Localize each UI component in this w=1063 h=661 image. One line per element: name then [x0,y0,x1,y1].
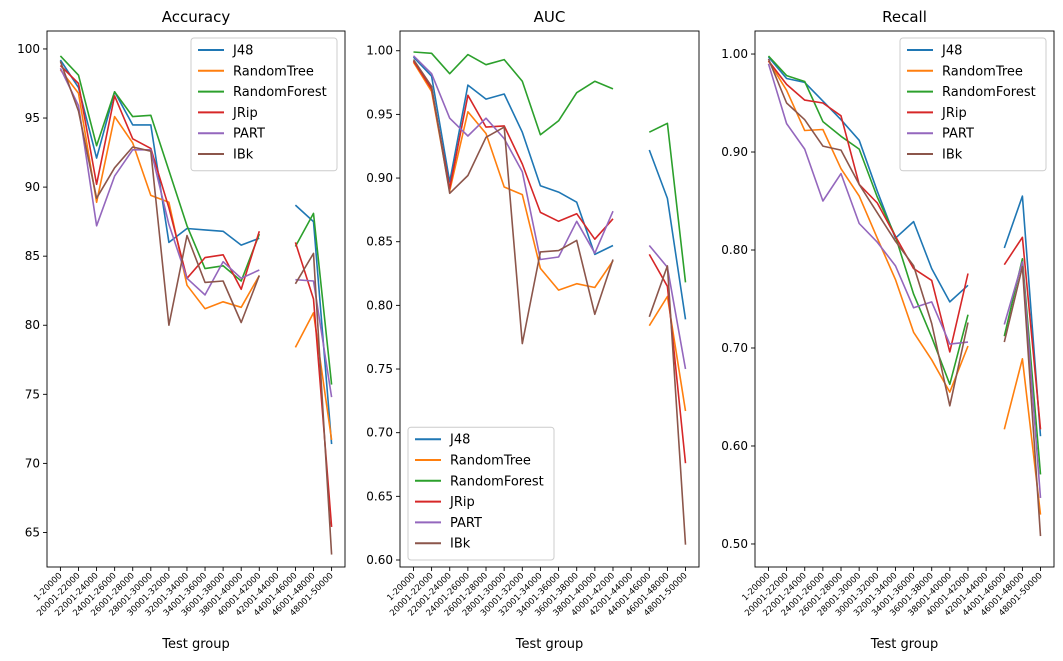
series-line-ibk [59,61,333,555]
y-tick-label: 95 [25,111,40,125]
legend-entry: JRip [232,106,258,121]
legend-entry: PART [450,516,482,531]
plot-frame [46,30,346,568]
y-tick-label: 0.80 [721,243,748,257]
legend-entry: J48 [941,44,962,59]
y-tick-label: 0.80 [366,298,393,312]
y-tick-label: 0.65 [366,489,393,503]
y-tick-label: 0.75 [366,362,393,376]
series-line-ibk [767,58,1042,537]
y-tick-label: 0.90 [721,145,748,159]
x-axis-label: Test group [515,637,584,652]
legend-entry: J48 [232,44,253,59]
plot-frame [754,30,1055,568]
y-tick-label: 0.70 [721,341,748,355]
x-axis-label: Test group [161,637,230,652]
legend-entry: JRip [941,106,967,121]
series-line-j48 [59,59,333,445]
legend-entry: RandomTree [233,64,314,79]
series-line-randomforest [413,51,687,283]
legend-entry: J48 [449,433,470,448]
y-tick-label: 65 [25,525,40,539]
series-line-randomforest [59,55,333,385]
y-tick-label: 90 [25,180,40,194]
series-line-randomforest [767,55,1042,475]
y-tick-label: 100 [17,42,40,56]
y-tick-label: 0.95 [366,107,393,121]
series-line-j48 [412,56,687,320]
y-tick-label: 0.90 [366,171,393,185]
series-line-jrip [767,60,1042,430]
legend-frame [899,37,1047,172]
accuracy-panel: Accuracy Test group 657075808590951001-2… [17,8,346,652]
series-line-jrip [412,60,687,464]
legend-entry: PART [233,127,265,142]
panel-title: Accuracy [162,8,231,26]
y-tick-label: 1.00 [366,44,393,58]
legend-entry: RandomForest [942,85,1036,100]
series-line-j48 [767,56,1042,437]
series-line-part [412,55,687,370]
panel-title: Recall [882,8,927,26]
legend-entry: RandomForest [450,474,544,489]
recall-panel: Recall Test group 0.50 0.60 0.70 0.80 0.90 1.… [721,8,1055,652]
legend-entry: RandomTree [942,64,1023,79]
y-tick-label: 0.50 [721,537,748,551]
y-tick-label: 70 [25,456,40,470]
y-tick-label: 0.60 [721,439,748,453]
y-tick-label: 1.00 [721,47,748,61]
y-tick-label: 0.60 [366,553,393,567]
legend-entry: RandomForest [233,85,327,100]
plot-frame [399,30,700,568]
legend-entry: IBk [942,148,963,163]
legend-entry: IBk [233,148,254,163]
legend-entry: RandomTree [450,454,531,469]
y-tick-label: 75 [25,387,40,401]
series-line-randomtree [767,60,1042,515]
series-line-part [767,63,1042,498]
legend-entry: JRip [449,495,475,510]
series-line-part [59,67,333,398]
y-tick-label: 0.85 [366,235,393,249]
y-tick-label: 0.70 [366,426,393,440]
legend-entry: PART [942,127,974,142]
legend: J48 RandomTree RandomForest JRip PART IBk [899,37,1047,172]
legend-entry: IBk [450,537,471,552]
legend: J48 RandomTree RandomForest JRip PART IBk [407,426,555,561]
series-line-randomtree [412,61,687,412]
panel-title: AUC [534,8,566,26]
legend-frame [190,37,338,172]
y-tick-label: 80 [25,318,40,332]
series-line-ibk [412,59,687,545]
legend-frame [407,426,555,561]
legend: J48 RandomTree RandomForest JRip PART IBk [190,37,338,172]
auc-panel: AUC Test group 0.60 0.65 0.70 0.75 0.80 0.85 0… [366,8,700,652]
x-axis-label: Test group [870,637,939,652]
y-tick-label: 85 [25,249,40,263]
